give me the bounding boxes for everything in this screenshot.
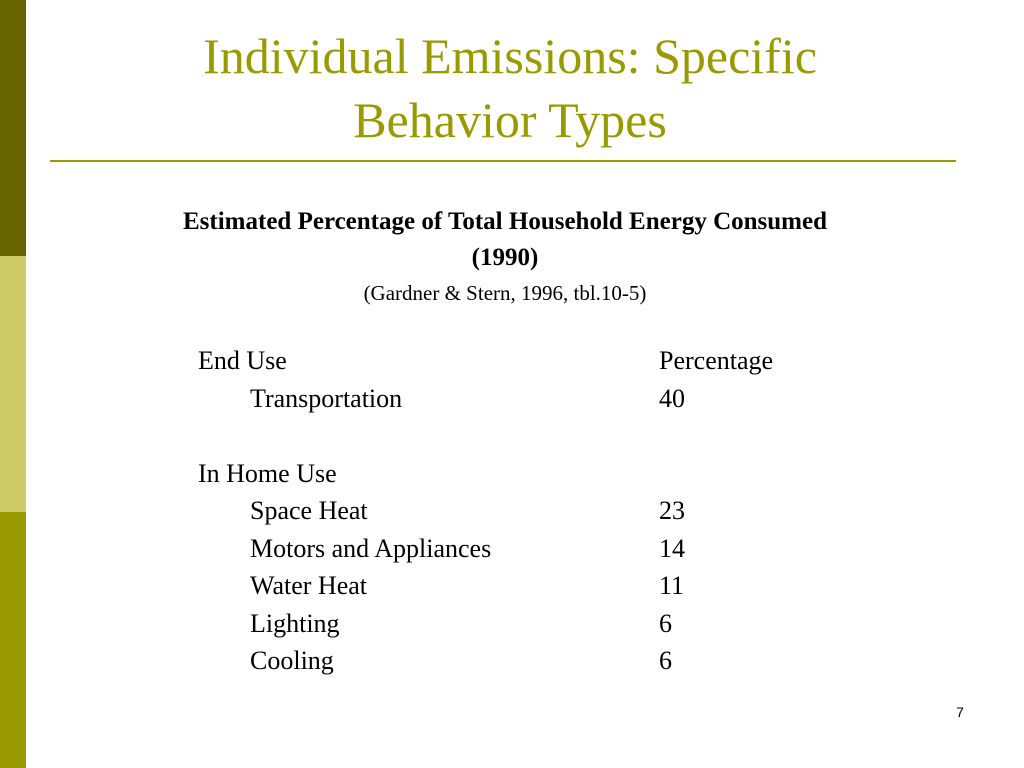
header-end-use: End Use <box>198 346 287 375</box>
page-number: 7 <box>956 704 964 720</box>
slide-title: Individual Emissions: Specific Behavior … <box>60 24 960 152</box>
table-spacer <box>198 417 838 455</box>
row-value: 23 <box>659 496 685 525</box>
row-label: Cooling <box>250 646 334 675</box>
table-row: Cooling 6 <box>198 642 838 680</box>
table-caption: Estimated Percentage of Total Household … <box>60 204 950 276</box>
slide-title-line-2: Behavior Types <box>353 92 667 148</box>
left-bar-light-segment <box>0 256 26 512</box>
row-label: Water Heat <box>250 571 367 600</box>
table-row: Motors and Appliances 14 <box>198 530 838 568</box>
table-row: Lighting 6 <box>198 605 838 643</box>
in-home-heading-row: In Home Use <box>198 455 838 493</box>
in-home-heading: In Home Use <box>198 458 337 488</box>
table-row: Space Heat 23 <box>198 492 838 530</box>
left-bar-base-segment <box>0 512 26 768</box>
header-percentage: Percentage <box>659 346 774 375</box>
row-value: 14 <box>659 533 685 563</box>
table-caption-line-2: (1990) <box>471 244 539 271</box>
row-value: 6 <box>659 646 672 675</box>
table-row: Water Heat 11 <box>198 567 838 605</box>
row-value: 6 <box>659 608 672 638</box>
row-label: Motors and Appliances <box>250 533 492 563</box>
row-label: Transportation <box>250 383 403 413</box>
energy-use-table: End Use Percentage Transportation 40 In … <box>198 342 838 680</box>
table-row: Transportation 40 <box>198 380 838 418</box>
row-label: Space Heat <box>250 496 368 525</box>
row-value: 11 <box>659 571 685 600</box>
row-label: Lighting <box>250 608 340 638</box>
table-caption-line-1: Estimated Percentage of Total Household … <box>183 208 827 235</box>
title-divider <box>50 160 956 162</box>
row-value: 40 <box>659 383 685 413</box>
source-citation: (Gardner & Stern, 1996, tbl.10-5) <box>363 281 647 305</box>
slide-title-line-1: Individual Emissions: Specific <box>203 28 817 84</box>
table-header-row: End Use Percentage <box>198 342 838 380</box>
left-bar-dark-segment <box>0 0 26 256</box>
